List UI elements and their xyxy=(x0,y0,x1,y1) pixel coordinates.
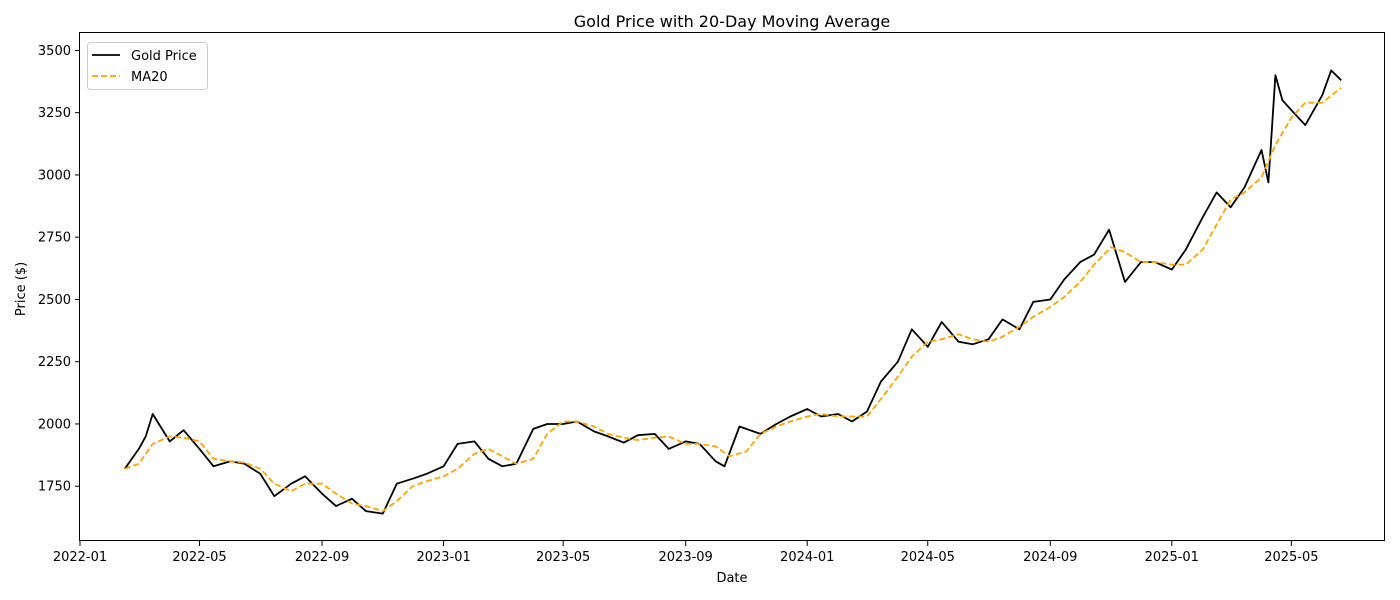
legend-label-gold-price: Gold Price xyxy=(131,49,197,64)
x-tick-label: 2025-01 xyxy=(1145,550,1199,565)
x-tick-label: 2024-05 xyxy=(901,550,955,565)
x-axis-title: Date xyxy=(716,571,747,586)
y-tick-label: 2250 xyxy=(38,355,71,370)
y-axis: 1750 2000 2250 2500 2750 3000 3250 3500 xyxy=(38,44,80,495)
plot-frame xyxy=(79,32,1385,541)
x-tick-label: 2023-01 xyxy=(416,550,470,565)
x-tick-label: 2022-05 xyxy=(172,550,226,565)
x-tick-label: 2025-05 xyxy=(1264,550,1318,565)
x-tick-label: 2022-01 xyxy=(53,550,107,565)
y-tick-label: 2000 xyxy=(38,417,71,432)
y-tick-label: 2500 xyxy=(38,293,71,308)
legend-label-ma20: MA20 xyxy=(131,70,168,85)
series-line-ma20 xyxy=(124,87,1342,512)
y-tick-label: 2750 xyxy=(38,231,71,246)
x-tick-label: 2024-01 xyxy=(780,550,834,565)
y-axis-title: Price ($) xyxy=(14,262,29,316)
series-line-gold-price xyxy=(124,69,1342,515)
y-tick-label: 3500 xyxy=(38,44,71,59)
x-tick-label: 2022-09 xyxy=(295,550,349,565)
chart-title: Gold Price with 20-Day Moving Average xyxy=(574,12,890,31)
x-tick-label: 2023-05 xyxy=(536,550,590,565)
plot-lines xyxy=(124,69,1342,515)
x-tick-label: 2024-09 xyxy=(1023,550,1077,565)
y-tick-label: 3000 xyxy=(38,168,71,183)
y-tick-label: 3250 xyxy=(38,106,71,121)
y-tick-label: 1750 xyxy=(38,480,71,495)
x-axis: 2022-01 2022-05 2022-09 2023-01 2023-05 2023-… xyxy=(53,541,1319,565)
x-tick-label: 2023-09 xyxy=(659,550,713,565)
legend: Gold Price MA20 xyxy=(87,42,208,90)
